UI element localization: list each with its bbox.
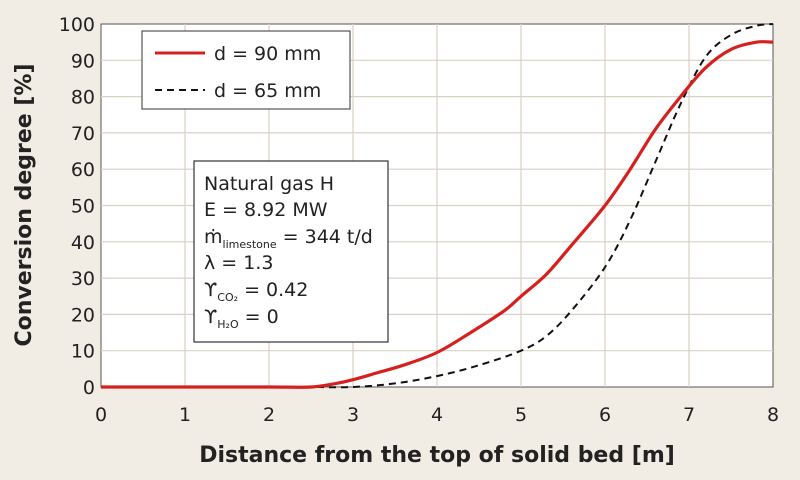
y-tick-label: 10	[71, 341, 95, 363]
y-tick-label: 80	[71, 87, 95, 109]
param-lambda: λ = 1.3	[204, 252, 273, 274]
y-tick-label: 100	[59, 14, 95, 36]
legend-label-d65: d = 65 mm	[214, 80, 321, 102]
x-tick-label: 7	[683, 404, 695, 426]
y-tick-label: 50	[71, 196, 95, 218]
x-axis-title: Distance from the top of solid bed [m]	[199, 443, 675, 468]
param-limestone-symbol: ṁ	[204, 226, 223, 248]
parameters-box: Natural gas H E = 8.92 MW ṁlimestone = 3…	[193, 160, 389, 343]
x-tick-label: 6	[599, 404, 611, 426]
legend-box	[141, 30, 351, 110]
y-tick-label: 40	[71, 232, 95, 254]
series-lines	[100, 23, 774, 389]
legend: d = 90 mm d = 65 mm	[141, 30, 351, 110]
param-yh2o-symbol: ϒ	[204, 306, 217, 328]
param-yco2-subscript: CO₂	[217, 291, 238, 304]
y-axis-title: Conversion degree [%]	[12, 63, 37, 346]
param-limestone-value: = 344 t/d	[277, 226, 373, 248]
x-tick-label: 8	[767, 404, 779, 426]
x-tick-label: 2	[263, 404, 275, 426]
param-fuel: Natural gas H	[204, 173, 334, 195]
param-yco2-symbol: ϒ	[204, 279, 217, 301]
x-tick-label: 1	[179, 404, 191, 426]
x-tick-label: 5	[515, 404, 527, 426]
param-limestone-rate: ṁlimestone = 344 t/d	[204, 226, 373, 251]
parameters-box-frame	[193, 160, 389, 343]
y-tick-label: 60	[71, 159, 95, 181]
param-yco2: ϒCO₂ = 0.42	[204, 279, 308, 304]
x-tick-label: 4	[431, 404, 443, 426]
y-tick-label: 30	[71, 268, 95, 290]
param-yh2o: ϒH₂O = 0	[204, 306, 279, 331]
param-power: E = 8.92 MW	[204, 199, 328, 221]
x-tick-label: 0	[95, 404, 107, 426]
series-line-d65	[100, 23, 774, 389]
legend-label-d90: d = 90 mm	[214, 43, 321, 65]
param-limestone-subscript: limestone	[223, 238, 277, 251]
y-tick-label: 90	[71, 50, 95, 72]
param-yco2-value: = 0.42	[238, 279, 308, 301]
x-tick-label: 3	[347, 404, 359, 426]
param-yh2o-subscript: H₂O	[217, 318, 239, 331]
y-tick-label: 0	[83, 377, 95, 399]
y-tick-label: 20	[71, 304, 95, 326]
series-line-d90	[100, 40, 774, 389]
y-tick-label: 70	[71, 123, 95, 145]
param-yh2o-value: = 0	[239, 306, 279, 328]
